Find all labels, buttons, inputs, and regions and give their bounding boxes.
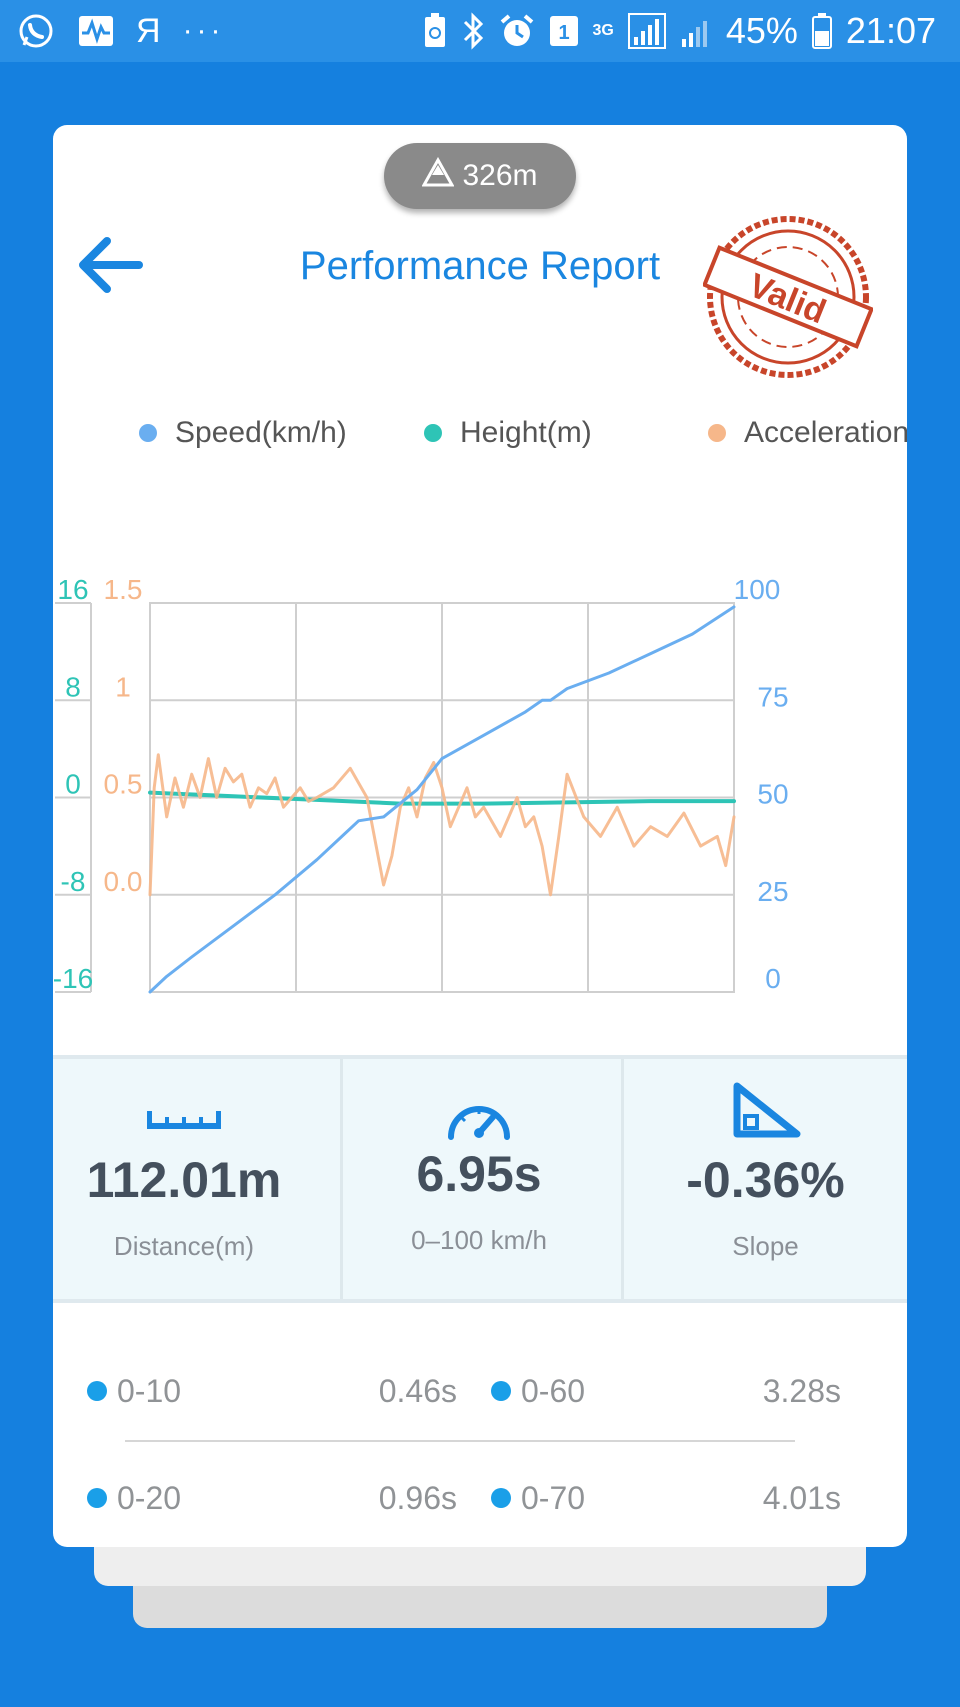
acceleration-time-label: 0–100 km/h [411,1225,547,1255]
split-dot [491,1488,511,1508]
signal-strength-icon [627,13,666,49]
chart-legend: Speed(km/h) Height(m) Acceleration(g) [83,405,907,461]
back-arrow-icon [79,237,143,293]
split-time: 4.01s [762,1479,841,1516]
split-label: 0-20 [117,1479,182,1516]
legend-height-label: Height(m) [460,416,592,449]
split-label: 0-60 [521,1372,586,1409]
stat-acceleration-time: 6.95s 0–100 km/h [343,1059,615,1299]
split-dot [87,1381,107,1401]
legend-height: Height(m) [424,405,592,461]
page-title: Performance Report [299,244,661,288]
slope-value: -0.36% [686,1152,845,1208]
split-time: 0.46s [378,1372,457,1409]
altitude-value: 326m [462,159,538,192]
acceleration-time-value: 6.95s [416,1146,542,1202]
stat-slope: -0.36% Slope [624,1059,907,1299]
split-dot [87,1488,107,1508]
legend-speed-dot [139,424,157,442]
activity-icon [78,15,114,47]
altitude-pill: 326m [384,143,576,209]
whatsapp-icon [16,11,56,51]
series-acceleration-line [148,753,736,897]
speed-tick-label: 50 [757,779,788,810]
height-tick-label: 16 [57,574,88,605]
legend-acceleration-label: Acceleration(g) [744,416,907,449]
valid-stamp: Valid [701,213,875,381]
split-dot [491,1381,511,1401]
legend-acceleration: Acceleration(g) [708,405,907,461]
sim-badge-text: 1 [558,22,569,44]
report-card: 326m Performance Report Valid Speed(km/h… [53,125,907,1547]
speed-tick-label: 75 [757,681,788,712]
distance-label: Distance(m) [113,1231,255,1261]
height-tick-label: -16 [53,963,93,994]
sim-icon: 1 [549,15,579,47]
battery-percent: 45% [725,10,798,51]
series-speed-line [148,605,736,994]
stats-divider [621,1059,624,1299]
signal-strength-2-icon [680,13,712,49]
slope-icon [624,1081,907,1141]
speedometer-icon [343,1089,615,1149]
acceleration-tick-label: 0.5 [104,769,143,800]
height-tick-label: 0 [65,769,81,800]
acceleration-tick-label: 1 [115,671,131,702]
battery-icon [811,13,832,49]
slope-label: Slope [732,1231,799,1261]
stat-distance: 112.01m Distance(m) [53,1059,315,1299]
back-button[interactable] [75,233,147,297]
alarm-icon [499,13,535,49]
ruler-icon [53,1089,315,1149]
clock: 21:07 [845,10,936,51]
bluetooth-icon [461,12,485,50]
distance-value: 112.01m [86,1152,282,1208]
split-time: 3.28s [762,1372,841,1409]
keyboard-indicator: Я [136,12,161,50]
split-row: 0-60 3.28s [491,1361,841,1421]
split-label: 0-10 [117,1372,182,1409]
split-row: 0-10 0.46s [87,1361,457,1421]
split-divider [125,1440,795,1442]
legend-height-dot [424,424,442,442]
battery-saver-icon [423,13,447,49]
speed-tick-label: 100 [734,574,781,605]
height-tick-label: 8 [65,671,81,702]
legend-speed-label: Speed(km/h) [175,416,347,449]
more-notifications: ··· [182,14,225,47]
performance-chart: 16 8 0 -8 -16 1.5 1 0.5 0.0 100 75 50 25 0 [53,574,789,994]
split-row: 0-20 0.96s [87,1468,457,1528]
network-type: 3G [592,22,614,39]
acceleration-tick-label: 1.5 [104,574,143,605]
stats-panel: 112.01m Distance(m) 6.95s 0–100 km/h -0.… [53,1055,907,1303]
split-label: 0-70 [521,1479,586,1516]
legend-speed: Speed(km/h) [139,405,347,461]
mountain-icon [421,156,456,195]
split-row: 0-70 4.01s [491,1468,841,1528]
stats-divider [340,1059,343,1299]
split-time: 0.96s [378,1479,457,1516]
acceleration-tick-label: 0.0 [104,866,143,897]
status-bar: Я ··· 1 3G 45% 21:07 [0,0,960,62]
speed-tick-label: 25 [757,876,788,907]
speed-tick-label: 0 [765,963,781,994]
legend-acceleration-dot [708,424,726,442]
height-tick-label: -8 [61,866,86,897]
